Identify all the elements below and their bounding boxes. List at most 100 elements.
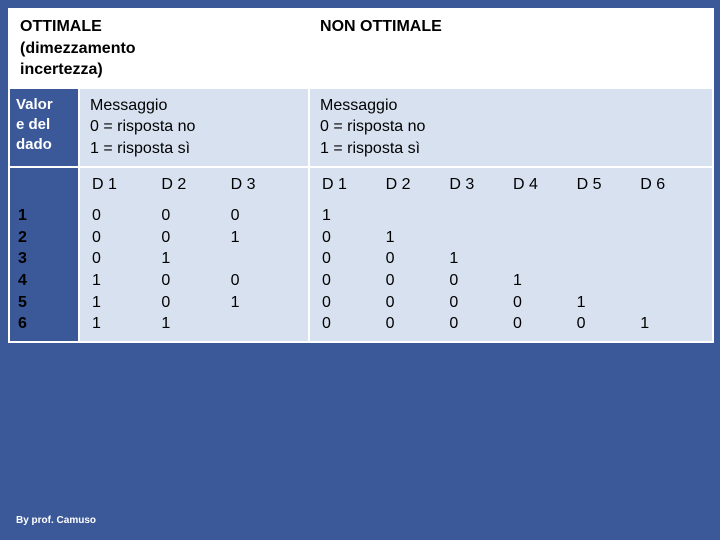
rownum: 1 bbox=[16, 205, 72, 227]
cell: 1 bbox=[511, 270, 575, 292]
message-left-text: Messaggio0 = risposta no1 = risposta sì bbox=[90, 97, 195, 157]
message-right-text: Messaggio0 = risposta no1 = risposta sì bbox=[320, 97, 425, 157]
cell: 1 bbox=[159, 248, 228, 270]
rownum: 4 bbox=[16, 270, 72, 292]
cell: 1 bbox=[229, 227, 298, 249]
cell bbox=[447, 205, 511, 227]
col-h: D 3 bbox=[229, 174, 298, 206]
rownum: 3 bbox=[16, 248, 72, 270]
cell bbox=[575, 227, 639, 249]
cell: 0 bbox=[320, 313, 384, 335]
cell: 1 bbox=[320, 205, 384, 227]
rownum: 6 bbox=[16, 313, 72, 335]
table-row: 1 0 1 bbox=[90, 292, 298, 314]
cell: 1 bbox=[159, 313, 228, 335]
cell bbox=[384, 205, 448, 227]
cell: 0 bbox=[320, 292, 384, 314]
cell bbox=[638, 227, 702, 249]
rownum-sub: 1 2 3 4 5 6 bbox=[16, 174, 72, 335]
left-data-cell: D 1 D 2 D 3 0 0 0 0 0 1 bbox=[79, 167, 309, 342]
cell: 0 bbox=[320, 270, 384, 292]
cell: 0 bbox=[159, 292, 228, 314]
message-right-cell: Messaggio0 = risposta no1 = risposta sì bbox=[309, 88, 713, 167]
table-wrap: OTTIMALE(dimezzamentoincertezza) NON OTT… bbox=[8, 8, 712, 343]
header-ottimale: OTTIMALE(dimezzamentoincertezza) bbox=[9, 9, 309, 88]
cell bbox=[511, 248, 575, 270]
col-h: D 6 bbox=[638, 174, 702, 206]
col-h: D 2 bbox=[159, 174, 228, 206]
cell bbox=[638, 248, 702, 270]
table-row: 0 0 1 bbox=[320, 248, 702, 270]
rownum-sidecell: 1 2 3 4 5 6 bbox=[9, 167, 79, 342]
header-non-ottimale-text: NON OTTIMALE bbox=[320, 18, 442, 35]
cell bbox=[511, 205, 575, 227]
rownum: 5 bbox=[16, 292, 72, 314]
cell: 0 bbox=[159, 270, 228, 292]
cell: 0 bbox=[384, 248, 448, 270]
cell: 0 bbox=[384, 313, 448, 335]
cell: 0 bbox=[229, 270, 298, 292]
table-row: 0 0 0 0 1 bbox=[320, 292, 702, 314]
table-row: D 1 D 2 D 3 bbox=[90, 174, 298, 206]
table-row: D 1 D 2 D 3 D 4 D 5 D 6 bbox=[320, 174, 702, 206]
cell: 1 bbox=[575, 292, 639, 314]
table-row: 1 bbox=[320, 205, 702, 227]
table-row: 1 0 0 bbox=[90, 270, 298, 292]
table-row: 0 1 bbox=[320, 227, 702, 249]
footer-text: By prof. Camuso bbox=[16, 515, 96, 526]
cell bbox=[511, 227, 575, 249]
main-table: OTTIMALE(dimezzamentoincertezza) NON OTT… bbox=[8, 8, 714, 343]
cell: 0 bbox=[447, 292, 511, 314]
cell: 0 bbox=[159, 227, 228, 249]
cell: 0 bbox=[90, 205, 159, 227]
rownum: 2 bbox=[16, 227, 72, 249]
rowlabel-text: Valore deldado bbox=[16, 96, 53, 154]
col-h: D 2 bbox=[384, 174, 448, 206]
cell: 0 bbox=[229, 205, 298, 227]
col-h: D 3 bbox=[447, 174, 511, 206]
table-row: 0 0 1 bbox=[90, 227, 298, 249]
table-row: 0 0 0 1 bbox=[320, 270, 702, 292]
table-row: OTTIMALE(dimezzamentoincertezza) NON OTT… bbox=[9, 9, 713, 88]
right-data-cell: D 1 D 2 D 3 D 4 D 5 D 6 1 bbox=[309, 167, 713, 342]
header-ottimale-text: OTTIMALE(dimezzamentoincertezza) bbox=[20, 18, 136, 78]
cell: 0 bbox=[90, 227, 159, 249]
spacer bbox=[16, 174, 72, 206]
right-sub: D 1 D 2 D 3 D 4 D 5 D 6 1 bbox=[320, 174, 702, 335]
footer-credit: By prof. Camuso bbox=[16, 515, 96, 526]
cell: 1 bbox=[447, 248, 511, 270]
cell: 1 bbox=[638, 313, 702, 335]
cell: 0 bbox=[511, 292, 575, 314]
col-h: D 4 bbox=[511, 174, 575, 206]
cell: 0 bbox=[575, 313, 639, 335]
cell bbox=[229, 313, 298, 335]
cell: 0 bbox=[90, 248, 159, 270]
cell: 1 bbox=[90, 313, 159, 335]
cell bbox=[638, 270, 702, 292]
cell: 0 bbox=[447, 270, 511, 292]
rowlabel-cell: Valore deldado bbox=[9, 88, 79, 167]
cell: 1 bbox=[90, 270, 159, 292]
cell bbox=[575, 248, 639, 270]
col-h: D 5 bbox=[575, 174, 639, 206]
cell: 0 bbox=[159, 205, 228, 227]
cell: 0 bbox=[320, 227, 384, 249]
table-row: 0 1 bbox=[90, 248, 298, 270]
cell: 0 bbox=[447, 313, 511, 335]
header-non-ottimale: NON OTTIMALE bbox=[309, 9, 713, 88]
table-row: 0 0 0 0 0 1 bbox=[320, 313, 702, 335]
table-row: Valore deldado Messaggio0 = risposta no1… bbox=[9, 88, 713, 167]
table-row: 0 0 0 bbox=[90, 205, 298, 227]
cell: 0 bbox=[384, 270, 448, 292]
cell: 1 bbox=[90, 292, 159, 314]
col-h: D 1 bbox=[90, 174, 159, 206]
cell bbox=[229, 248, 298, 270]
cell: 1 bbox=[229, 292, 298, 314]
cell: 1 bbox=[384, 227, 448, 249]
col-h: D 1 bbox=[320, 174, 384, 206]
table-row: 1 1 bbox=[90, 313, 298, 335]
message-left-cell: Messaggio0 = risposta no1 = risposta sì bbox=[79, 88, 309, 167]
slide: OTTIMALE(dimezzamentoincertezza) NON OTT… bbox=[0, 0, 720, 540]
cell bbox=[575, 270, 639, 292]
table-row: 1 2 3 4 5 6 D 1 D 2 D 3 bbox=[9, 167, 713, 342]
